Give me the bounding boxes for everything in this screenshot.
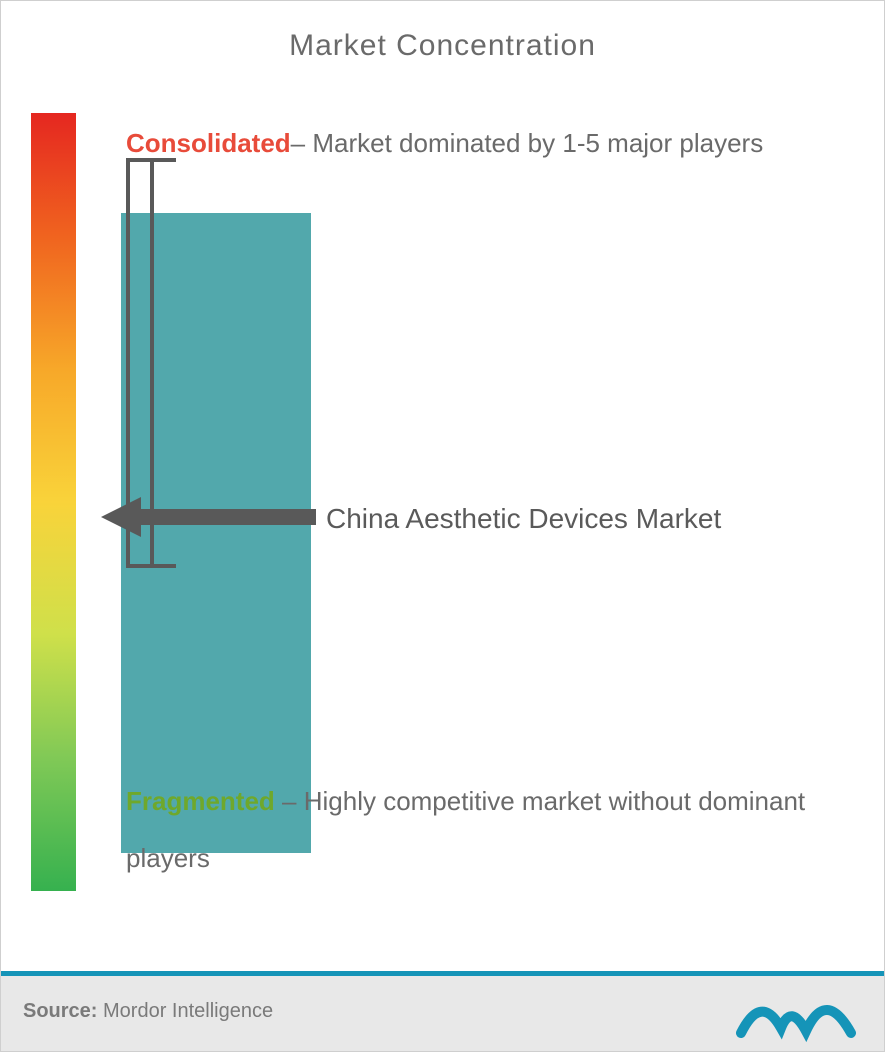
consolidated-rest: – Market dominated by 1-5 major players	[291, 128, 764, 158]
source-value: Mordor Intelligence	[97, 1000, 273, 1022]
source-label: Source:	[23, 1000, 97, 1022]
footer-bar: Source: Mordor Intelligence	[1, 971, 884, 1051]
source-attribution: Source: Mordor Intelligence	[23, 1000, 273, 1023]
mordor-logo-icon	[736, 973, 866, 1043]
consolidated-keyword: Consolidated	[126, 128, 291, 158]
pointer-arrow-icon	[101, 497, 316, 537]
chart-title: Market Concentration	[1, 1, 884, 73]
market-name-label: China Aesthetic Devices Market	[326, 503, 721, 535]
consolidated-description: Consolidated– Market dominated by 1-5 ma…	[126, 115, 826, 172]
infographic-card: Market Concentration C	[0, 0, 885, 1052]
chart-body: China Aesthetic Devices Market Consolida…	[1, 73, 884, 893]
fragmented-keyword: Fragmented	[126, 786, 275, 816]
fragmented-description: Fragmented – Highly competitive market w…	[126, 773, 846, 887]
concentration-gradient-bar	[31, 113, 76, 891]
